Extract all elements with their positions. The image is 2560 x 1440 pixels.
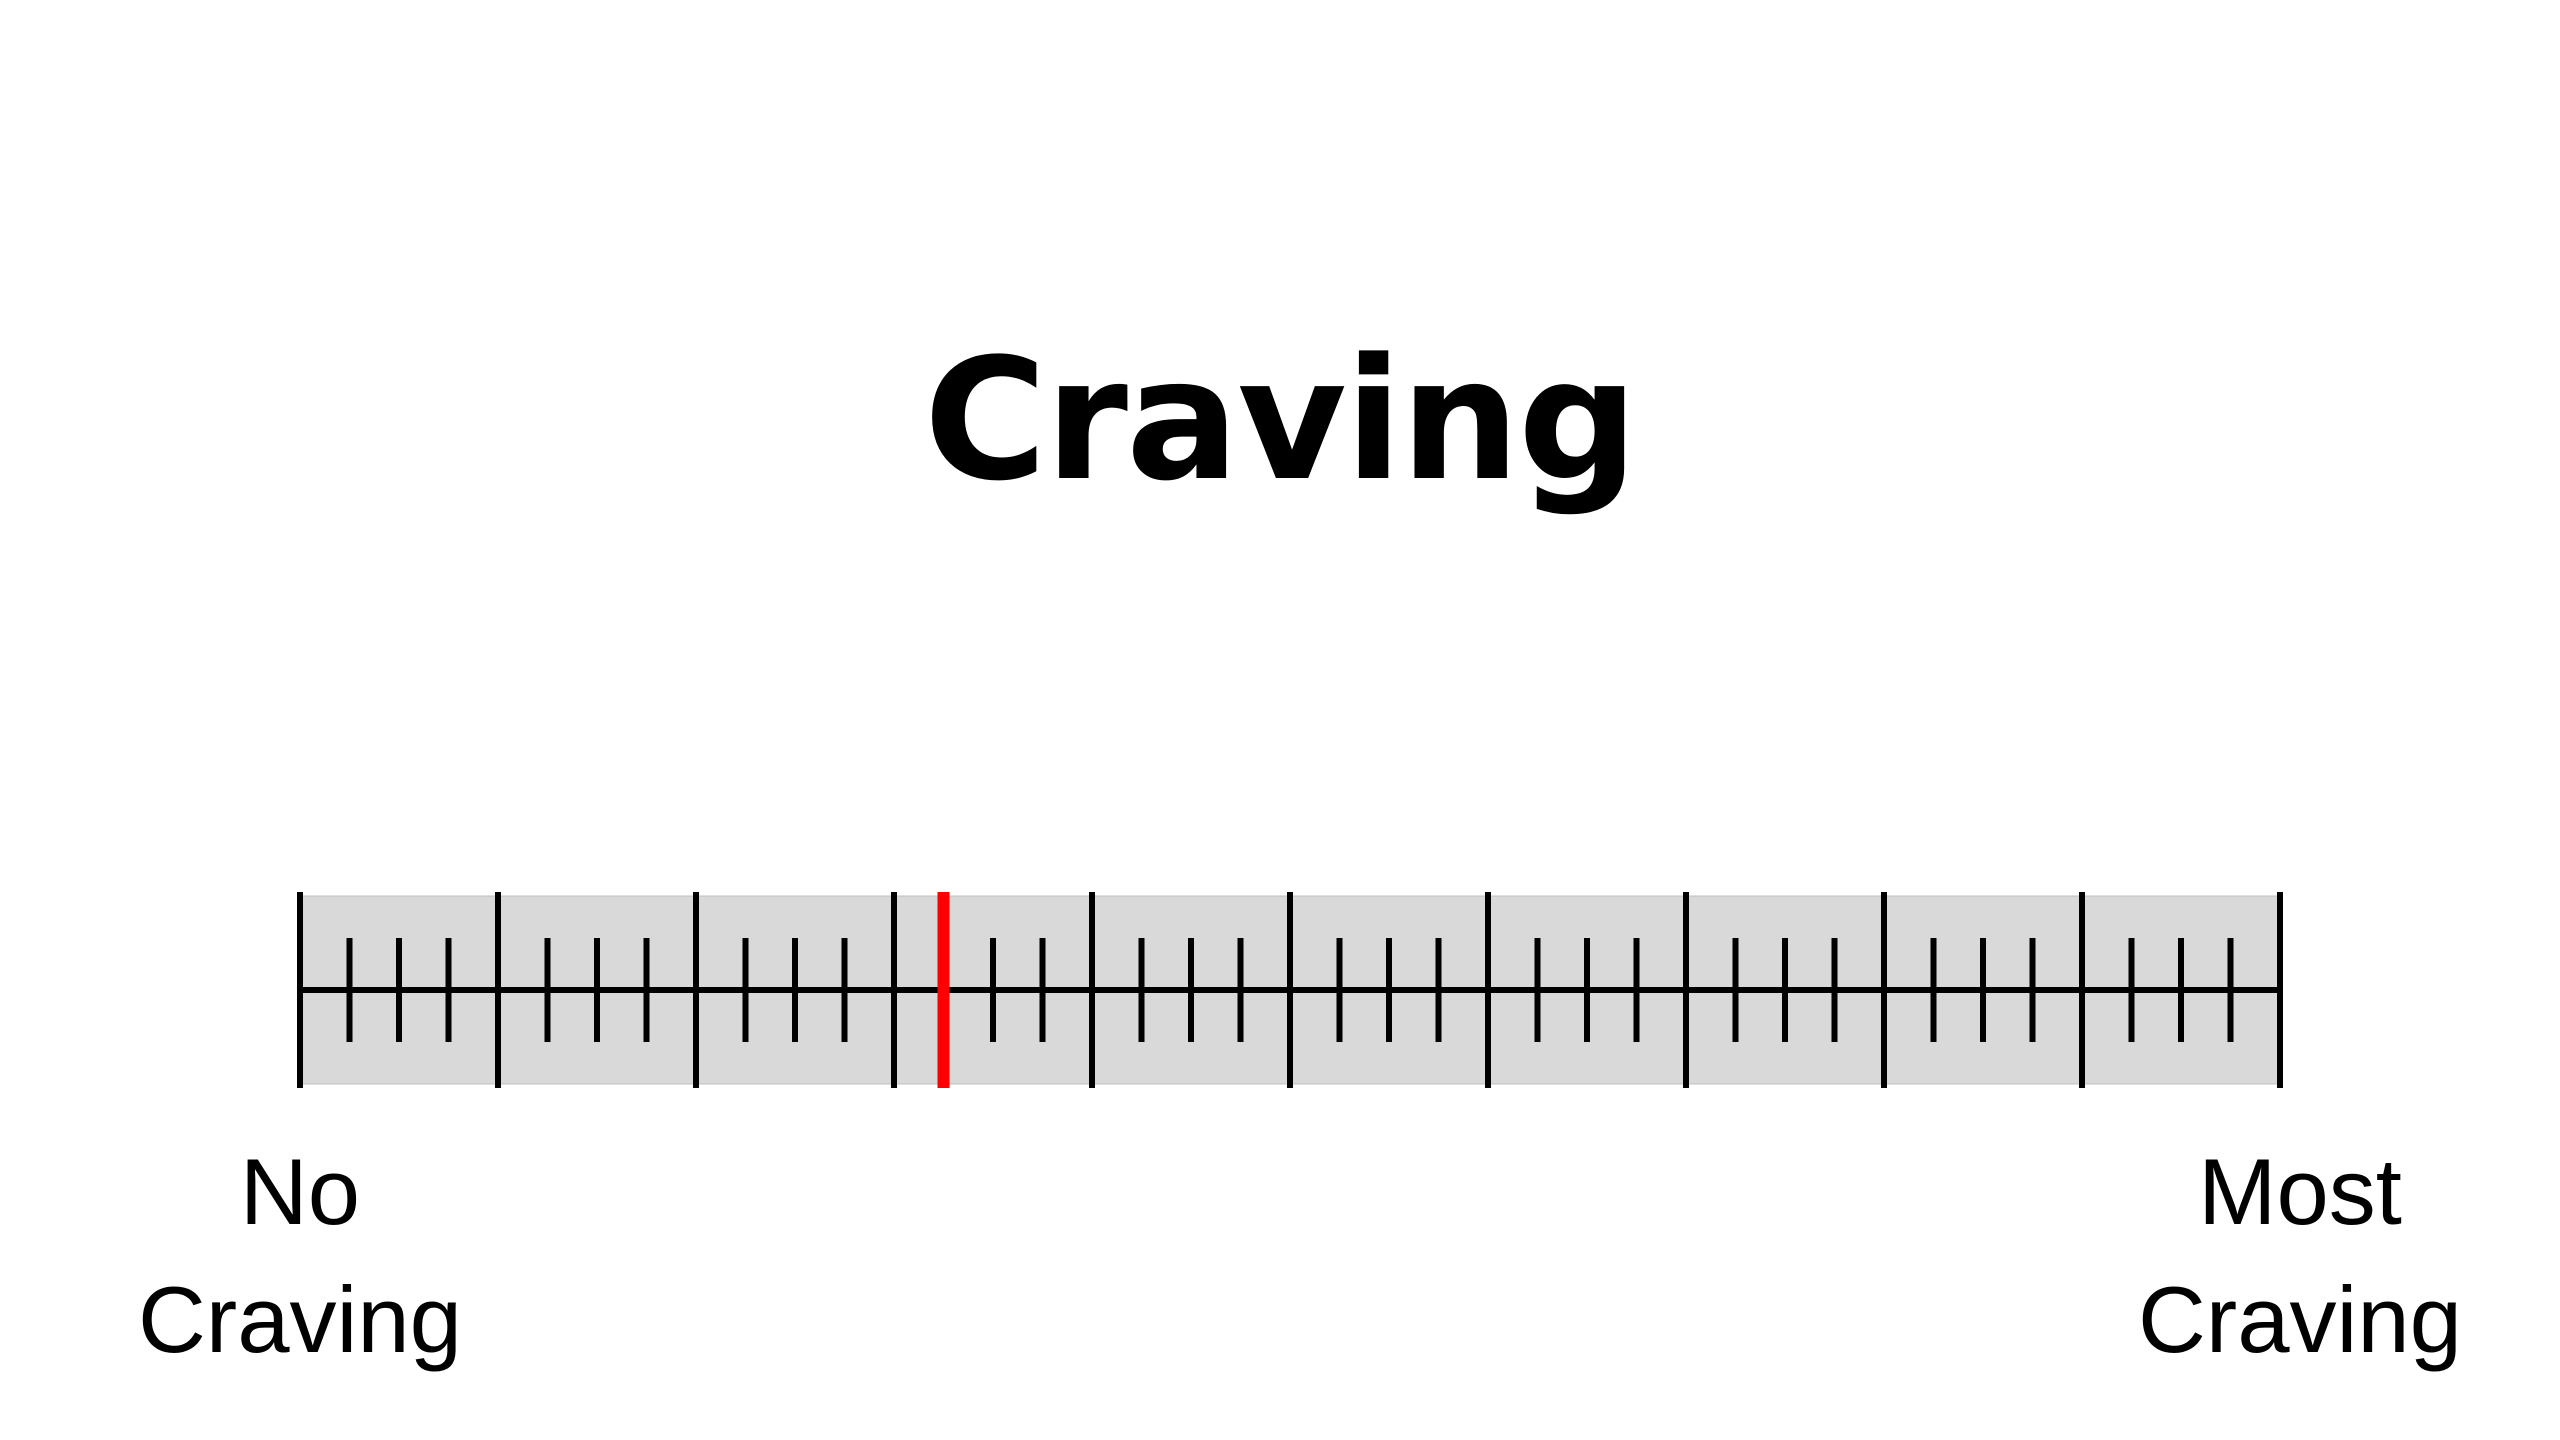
scale-svg[interactable]	[292, 888, 2288, 1092]
craving-rating-scale[interactable]	[292, 888, 2288, 1092]
scale-title: Craving	[923, 322, 1638, 518]
scale-max-label: Most Craving	[2138, 1139, 2462, 1372]
scale-min-label: No Craving	[138, 1139, 462, 1372]
